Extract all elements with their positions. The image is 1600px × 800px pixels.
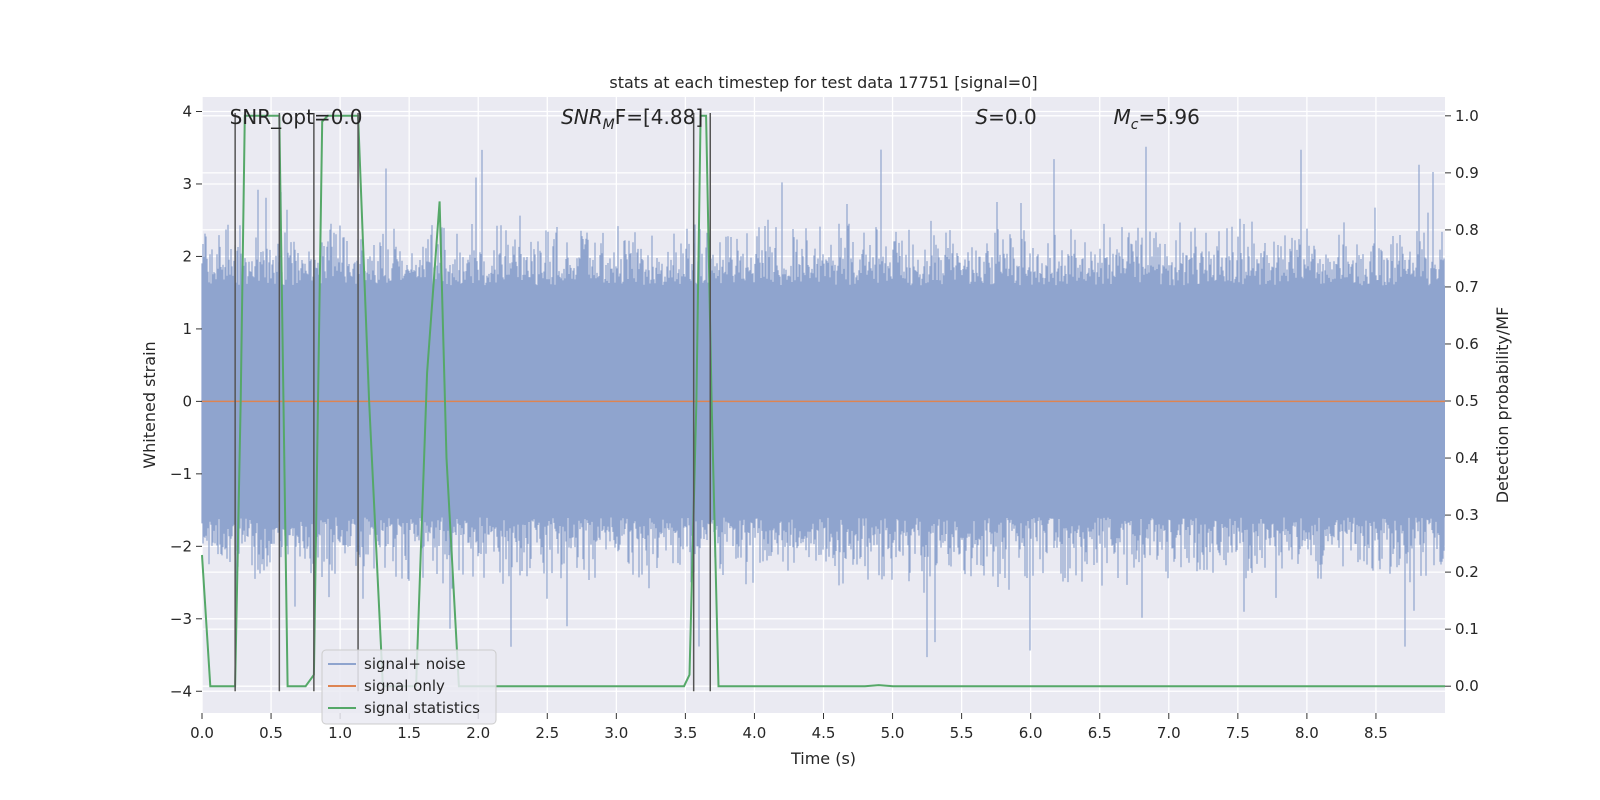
y-left-tick-label: 4 [182, 102, 192, 120]
x-tick-label: 8.0 [1295, 724, 1319, 742]
noise-trace [201, 146, 1445, 658]
annotation-mc: Mc=5.96 [1114, 105, 1200, 133]
y-left-tick-label: −1 [170, 465, 192, 483]
y-left-tick-label: 0 [182, 392, 192, 410]
legend: signal+ noise signal only signal statist… [321, 649, 497, 725]
y-right-tick-label: 0.5 [1455, 392, 1479, 410]
y-axis-right-label: Detection probability/MF [1493, 307, 1512, 504]
x-tick-label: 0.5 [259, 724, 283, 742]
legend-entry-signal-only: signal only [364, 677, 445, 695]
annotation-snr-mf-sub: M [603, 117, 615, 133]
x-tick-label: 5.0 [881, 724, 905, 742]
x-tick-label: 6.0 [1019, 724, 1043, 742]
y-left-tick-label: 2 [182, 247, 192, 265]
annotation-s-label: S [975, 105, 988, 129]
y-left-tick-label: −3 [170, 610, 192, 628]
y-right-tick-label: 1.0 [1455, 107, 1479, 125]
x-tick-label: 8.5 [1364, 724, 1388, 742]
x-tick-label: 3.5 [673, 724, 697, 742]
x-tick-label: 7.5 [1226, 724, 1250, 742]
y-right-tick-label: 0.2 [1455, 563, 1479, 581]
annotation-s: S=0.0 [975, 105, 1036, 129]
x-tick-label: 1.5 [397, 724, 421, 742]
y-right-tick-label: 0.3 [1455, 506, 1479, 524]
x-tick-label: 4.5 [812, 724, 836, 742]
legend-entry-signal-statistics: signal statistics [364, 699, 480, 717]
x-axis-label: Time (s) [790, 749, 856, 768]
chart-title: stats at each timestep for test data 177… [609, 73, 1037, 92]
annotation-s-value: =0.0 [988, 105, 1037, 129]
annotation-mc-sub: c [1131, 117, 1139, 133]
legend-entry-signal-noise: signal+ noise [364, 655, 466, 673]
y-right-tick-label: 0.6 [1455, 335, 1479, 353]
x-tick-label: 1.0 [328, 724, 352, 742]
detection-markers [234, 112, 711, 692]
y-right-tick-label: 0.7 [1455, 278, 1479, 296]
signal-statistics-line [201, 114, 1445, 688]
y-right-tick-label: 0.9 [1455, 164, 1479, 182]
annotation-mc-value: =5.96 [1139, 105, 1200, 129]
y-right-tick-label: 0.0 [1455, 677, 1479, 695]
x-tick-label: 2.0 [466, 724, 490, 742]
y-right-tick-label: 0.8 [1455, 221, 1479, 239]
x-tick-label: 2.5 [535, 724, 559, 742]
series-signal-statistics [201, 114, 1445, 688]
annotation-snr-opt: SNR_opt=0.0 [230, 105, 363, 129]
y-axis-left-label: Whitened strain [140, 341, 159, 468]
x-tick-label: 7.0 [1157, 724, 1181, 742]
axes: 0.0 0.5 1.0 1.5 2.0 2.5 3.0 3.5 4.0 4.5 5.0 5.5 6.0 6… [170, 102, 1479, 742]
x-tick-label: 3.0 [604, 724, 628, 742]
x-tick-label: 4.0 [743, 724, 767, 742]
y-left-tick-label: 1 [182, 320, 192, 338]
annotation-snr-mf-label: SNR [561, 105, 603, 129]
y-right-tick-label: 0.4 [1455, 449, 1479, 467]
y-left-tick-label: −4 [170, 682, 192, 700]
y-right-tick-label: 0.1 [1455, 620, 1479, 638]
annotation-snr-mf: SNRMF=[4.88] [561, 105, 703, 133]
x-tick-label: 6.5 [1088, 724, 1112, 742]
annotation-mc-label: M [1114, 105, 1131, 129]
legend-box [321, 649, 497, 725]
y-left-tick-label: −2 [170, 537, 192, 555]
annotation-snr-mf-value: F=[4.88] [615, 105, 703, 129]
y-left-tick-label: 3 [182, 175, 192, 193]
x-tick-label: 0.0 [190, 724, 214, 742]
x-tick-label: 5.5 [950, 724, 974, 742]
